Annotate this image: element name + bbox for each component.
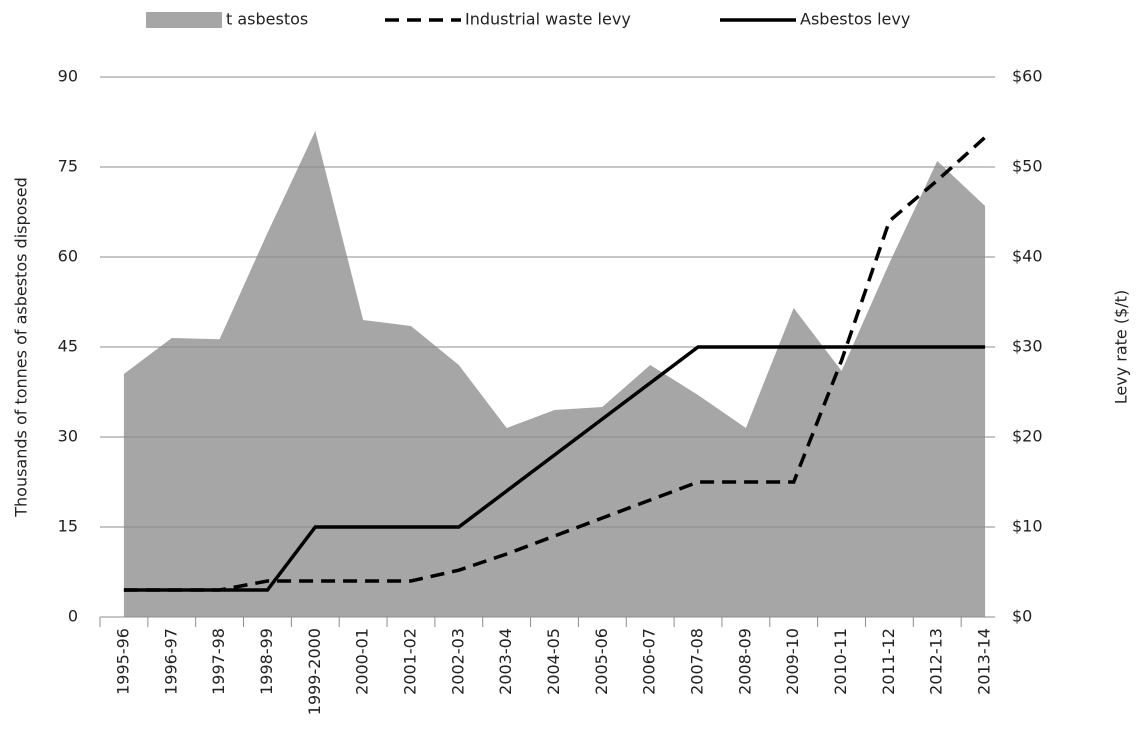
x-tick-label: 2005-06 — [592, 628, 611, 695]
y2-tick-label: $50 — [1012, 157, 1043, 176]
x-tick-label: 2010-11 — [831, 628, 850, 695]
line — [123, 345, 986, 592]
y2-tick-label: $30 — [1012, 337, 1043, 356]
x-tick-label: 2001-02 — [400, 628, 419, 695]
legend-label: Asbestos levy — [800, 10, 910, 29]
y-tick-label: 45 — [58, 337, 78, 356]
x-tick-label: 1998-99 — [257, 628, 276, 695]
y2-tick-label: $10 — [1012, 517, 1043, 536]
x-tick-label: 2006-07 — [640, 628, 659, 695]
y2-tick-label: $0 — [1012, 607, 1032, 626]
y2-tick-label: $40 — [1012, 247, 1043, 266]
x-tick-label: 2007-08 — [688, 628, 707, 695]
y2-axis-title: Levy rate ($/t) — [1112, 290, 1131, 404]
y2-tick-label: $20 — [1012, 427, 1043, 446]
x-tick-label: 1997-98 — [209, 628, 228, 695]
legend-label: t asbestos — [226, 10, 308, 29]
x-tick-label: 2008-09 — [735, 628, 754, 695]
x-tick-label: 2011-12 — [879, 628, 898, 695]
x-tick-label: 2000-01 — [353, 628, 372, 695]
y-tick-label: 15 — [58, 517, 78, 536]
x-tick-label: 2009-10 — [783, 628, 802, 695]
area — [123, 131, 986, 617]
x-tick-label: 1999-2000 — [305, 628, 324, 715]
legend-label: Industrial waste levy — [465, 10, 631, 29]
legend-swatch — [146, 12, 222, 28]
x-tick-label: 2002-03 — [448, 628, 467, 695]
line — [123, 136, 987, 592]
y-axis-title: Thousands of tonnes of asbestos disposed — [12, 177, 31, 518]
x-tick-label: 1995-96 — [113, 628, 132, 695]
x-tick-label: 1996-97 — [161, 628, 180, 695]
y-tick-label: 60 — [58, 247, 78, 266]
x-tick-label: 2003-04 — [496, 628, 515, 695]
y2-tick-label: $60 — [1012, 67, 1043, 86]
y-tick-label: 30 — [58, 427, 78, 446]
y-tick-label: 0 — [68, 607, 78, 626]
x-tick-label: 2012-13 — [927, 628, 946, 695]
y-tick-label: 75 — [58, 157, 78, 176]
x-tick-label: 2013-14 — [975, 628, 994, 695]
x-tick-label: 2004-05 — [544, 628, 563, 695]
y-tick-label: 90 — [58, 67, 78, 86]
